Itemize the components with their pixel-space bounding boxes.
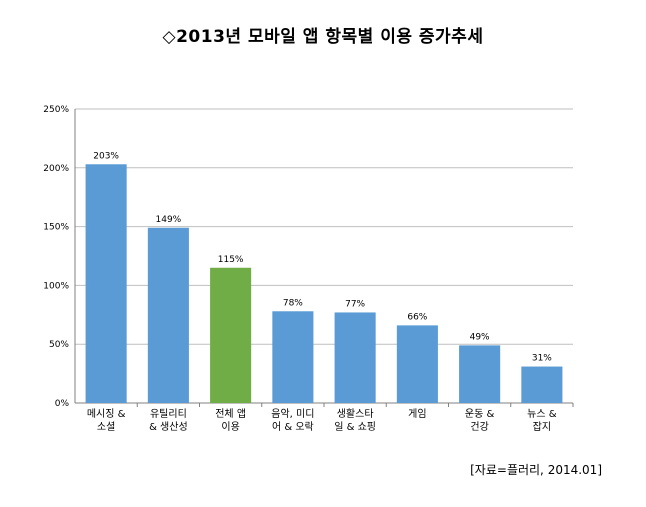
y-tick-label: 100% xyxy=(43,281,69,291)
category-label: 일 & 쇼핑 xyxy=(334,421,376,433)
data-label: 66% xyxy=(407,312,427,322)
data-label: 78% xyxy=(283,298,303,308)
data-label: 77% xyxy=(345,299,365,309)
y-tick-label: 200% xyxy=(43,164,69,174)
category-label: 메시징 & xyxy=(87,408,126,420)
bar xyxy=(334,312,376,403)
category-label: 유틸리티 xyxy=(150,407,187,420)
y-tick-label: 0% xyxy=(55,399,70,409)
bar xyxy=(272,311,314,403)
category-label: 게임 xyxy=(408,407,426,420)
data-label: 49% xyxy=(470,332,490,342)
data-label: 31% xyxy=(532,354,552,364)
bar xyxy=(210,267,252,403)
data-label: 149% xyxy=(156,215,182,225)
y-tick-label: 150% xyxy=(43,223,69,233)
bar xyxy=(521,366,563,403)
y-tick-label: 250% xyxy=(43,105,69,115)
category-label: 음악, 미디 xyxy=(271,408,314,420)
chart-title: ◇2013년 모바일 앱 항목별 이용 증가추세 xyxy=(162,27,484,47)
category-label: 이용 xyxy=(221,421,239,433)
bar xyxy=(147,227,189,403)
category-label: 운동 & xyxy=(465,408,495,420)
category-label: 뉴스 & xyxy=(527,408,557,420)
bar xyxy=(459,345,501,403)
data-label: 115% xyxy=(218,255,244,265)
category-label: 생활스타 xyxy=(337,407,374,420)
bar xyxy=(85,164,127,403)
category-label: 잡지 xyxy=(533,421,551,433)
category-label: 전체 앱 xyxy=(215,408,246,420)
y-tick-label: 50% xyxy=(49,340,69,350)
category-label: 어 & 오락 xyxy=(272,421,314,433)
category-label: 건강 xyxy=(470,421,488,433)
data-label: 203% xyxy=(93,151,119,161)
category-label: & 생산성 xyxy=(149,421,188,433)
source-note: [자료=플러리, 2014.01] xyxy=(470,463,602,477)
category-label: 소셜 xyxy=(97,421,115,433)
bar xyxy=(396,325,438,403)
